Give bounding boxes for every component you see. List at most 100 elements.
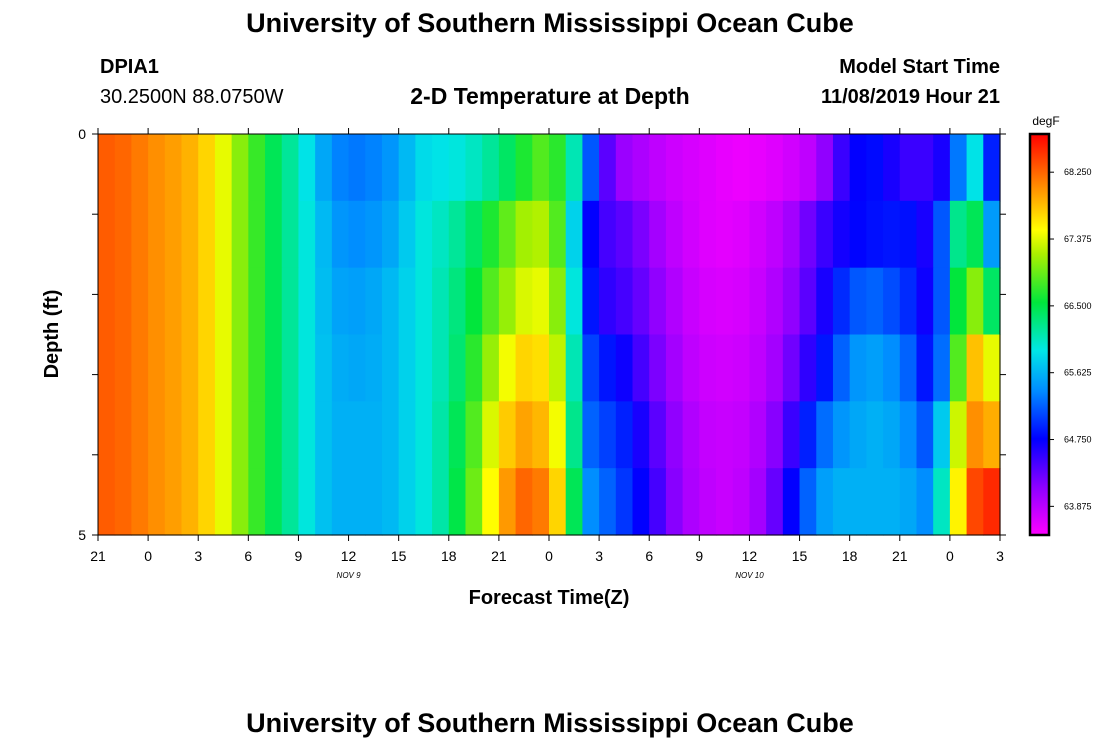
heatmap-cell	[398, 134, 416, 202]
heatmap-cell	[599, 267, 617, 336]
heatmap-cell	[916, 468, 934, 536]
heatmap-cell	[782, 468, 801, 536]
heatmap-cell	[231, 200, 249, 269]
x-tick-label: 3	[996, 548, 1004, 564]
x-tick-label: 9	[295, 548, 303, 564]
heatmap-cell	[966, 468, 984, 536]
heatmap-cell	[381, 267, 400, 336]
heatmap-cell	[281, 401, 300, 469]
heatmap-cell	[883, 267, 901, 336]
heatmap-cell	[498, 267, 517, 336]
heatmap-cell	[348, 334, 366, 402]
heatmap-cell	[599, 134, 617, 202]
heatmap-cell	[181, 200, 199, 269]
heatmap-cell	[766, 134, 784, 202]
heatmap-cell	[582, 134, 600, 202]
heatmap-cell	[265, 401, 283, 469]
heatmap-cell	[415, 200, 433, 269]
heatmap-cell	[381, 134, 400, 202]
heatmap-cell	[248, 267, 266, 336]
heatmap-cell	[448, 134, 467, 202]
heatmap-cell	[398, 267, 416, 336]
heatmap-cell	[866, 134, 884, 202]
x-tick-label: 3	[194, 548, 202, 564]
heatmap-cell	[214, 401, 233, 469]
heatmap-cell	[432, 401, 450, 469]
heatmap-cell	[214, 334, 233, 402]
station-id: DPIA1	[100, 56, 159, 78]
heatmap-cell	[849, 134, 867, 202]
heatmap-cell	[749, 468, 767, 536]
heatmap-cell	[198, 200, 216, 269]
heatmap-cell	[248, 200, 266, 269]
heatmap-cell	[649, 267, 667, 336]
heatmap-cell	[899, 468, 918, 536]
heatmap-cell	[799, 401, 817, 469]
heatmap-cell	[432, 134, 450, 202]
heatmap-cell	[198, 267, 216, 336]
heatmap-cell	[749, 134, 767, 202]
heatmap-cell	[665, 267, 684, 336]
heatmap-cell	[916, 134, 934, 202]
heatmap-cell	[515, 334, 533, 402]
heatmap-cell	[415, 267, 433, 336]
heatmap-cell	[799, 267, 817, 336]
heatmap-cell	[615, 401, 634, 469]
heatmap-cell	[615, 468, 634, 536]
heatmap-cell	[949, 401, 968, 469]
heatmap-cell	[582, 468, 600, 536]
chart-title-text: 2-D Temperature at Depth	[410, 83, 690, 109]
heatmap-cell	[198, 134, 216, 202]
heatmap-cell	[532, 134, 550, 202]
heatmap-cell	[465, 134, 483, 202]
heatmap-cell	[231, 334, 249, 402]
heatmap-cell	[916, 401, 934, 469]
heatmap-cell	[649, 134, 667, 202]
heatmap-cell	[114, 401, 133, 469]
heatmap-cell	[766, 468, 784, 536]
heatmap-cell	[599, 401, 617, 469]
x-tick-label: 12	[742, 548, 758, 564]
heatmap-cell	[716, 468, 734, 536]
heatmap-cell	[832, 468, 851, 536]
heatmap-cell	[832, 267, 851, 336]
heatmap-cell	[933, 401, 951, 469]
heatmap-cell	[231, 267, 249, 336]
heatmap-cell	[899, 134, 918, 202]
heatmap-cell	[565, 468, 584, 536]
colorbar-tick-label: 63.875	[1064, 501, 1092, 511]
heatmap-cell	[716, 134, 734, 202]
heatmap-cell	[498, 334, 517, 402]
heatmap-cell	[131, 401, 149, 469]
x-axis: 21 0 3 6 9 12 15 18 21 0 3 6 9 12 15 18 21 0 3 NOV 9 NOV 10	[90, 128, 1004, 580]
heatmap-cell	[799, 200, 817, 269]
page-title: University of Southern Mississippi Ocean…	[246, 8, 854, 38]
heatmap-cell	[398, 200, 416, 269]
x-tick-label: 15	[391, 548, 407, 564]
heatmap-cell	[131, 134, 149, 202]
heatmap-cell	[832, 401, 851, 469]
heatmap-cell	[949, 134, 968, 202]
heatmap-cell	[699, 200, 717, 269]
heatmap-cell	[298, 401, 316, 469]
station-coordinates: 30.2500N 88.0750W	[100, 86, 284, 108]
heatmap-cell	[315, 200, 333, 269]
heatmap-cell	[148, 401, 166, 469]
heatmap-cell	[415, 334, 433, 402]
heatmap-cell	[381, 334, 400, 402]
heatmap-cell	[381, 401, 400, 469]
colorbar-scale	[1028, 132, 1051, 537]
x-tick-label: 0	[946, 548, 954, 564]
heatmap-cell	[298, 267, 316, 336]
heatmap-cell	[682, 134, 700, 202]
heatmap-cell	[899, 334, 918, 402]
heatmap-cell	[832, 134, 851, 202]
heatmap-cell	[632, 267, 650, 336]
heatmap-cell	[214, 468, 233, 536]
heatmap-cell	[682, 200, 700, 269]
heatmap-cell	[682, 468, 700, 536]
heatmap-cell	[331, 334, 350, 402]
heatmap-cell	[966, 200, 984, 269]
heatmap-cell	[615, 134, 634, 202]
y-axis: 05	[78, 126, 1006, 543]
